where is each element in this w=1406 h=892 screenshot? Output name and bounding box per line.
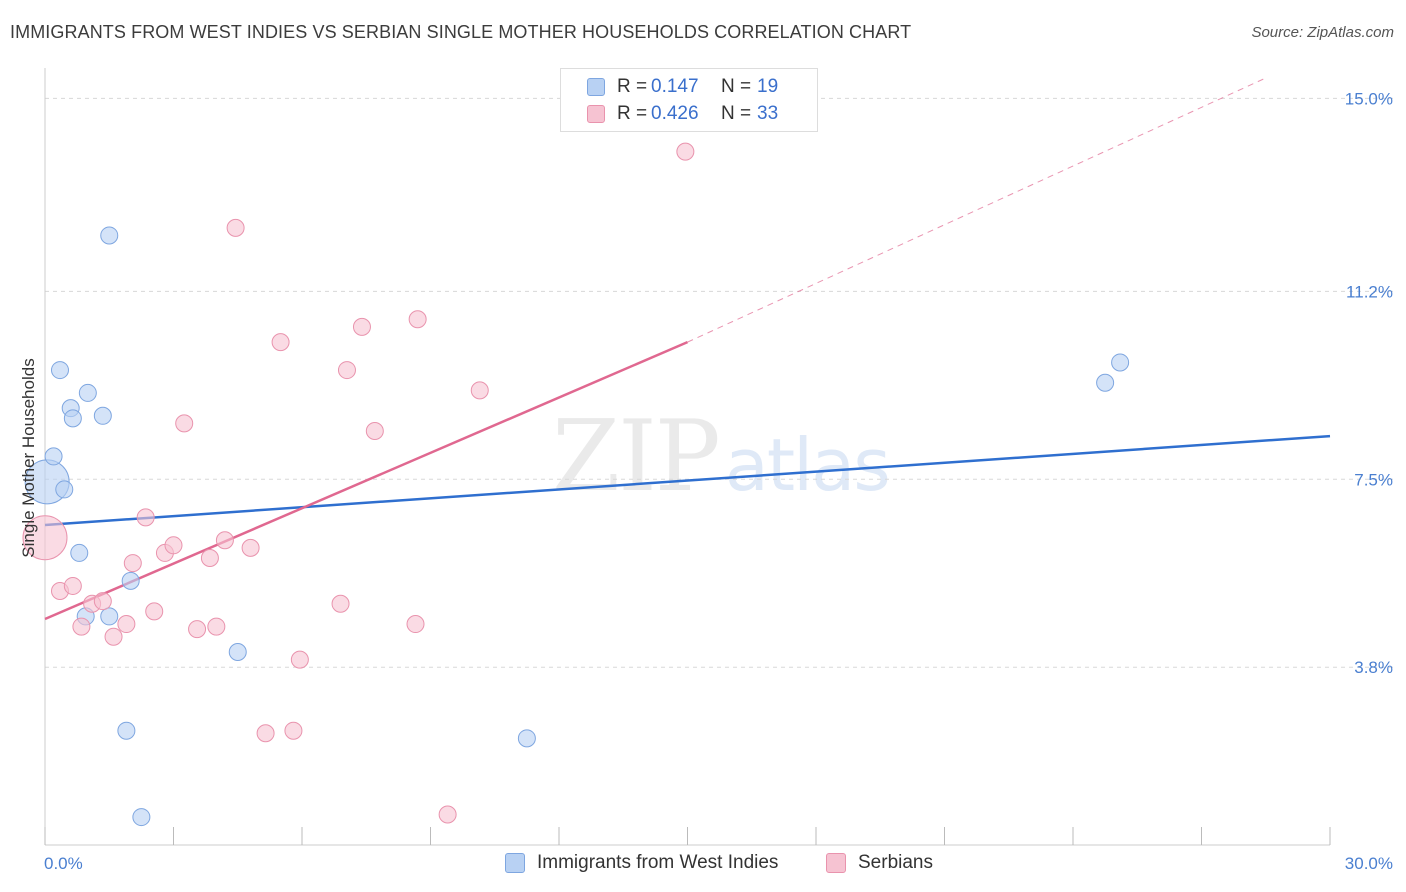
serbians-point — [72, 617, 91, 636]
serbians-point — [63, 576, 82, 595]
serbians-point — [175, 414, 194, 433]
watermark: ZIPatlas — [552, 400, 891, 514]
serbians-point — [215, 531, 234, 550]
west-indies-point — [70, 543, 89, 562]
west-indies-point — [100, 607, 119, 626]
legend-r-label: R = — [617, 76, 648, 97]
source-label: Source: ZipAtlas.com — [1251, 24, 1394, 41]
west-indies-point — [121, 571, 140, 590]
x-tick-label: 0.0% — [44, 854, 83, 873]
serbians-point — [284, 721, 303, 740]
legend-n-value: 33 — [757, 103, 779, 124]
serbians-point — [22, 515, 68, 561]
watermark-atlas: atlas — [724, 423, 891, 507]
serbians-point — [188, 620, 207, 639]
serbians-trend-line — [44, 340, 688, 621]
bottom-legend-label: Immigrants from West Indies — [537, 852, 779, 873]
y-tick-label: 3.8% — [1354, 658, 1393, 677]
serbians-point — [104, 627, 123, 646]
legend-r-value: 0.426 — [651, 103, 699, 124]
y-tick-label: 11.2% — [1346, 282, 1393, 301]
legend-row-serbians: R = 0.426 N = 33 — [587, 101, 778, 127]
west-indies-point — [50, 361, 69, 380]
gridlines — [45, 97, 1395, 668]
serbians-trend-extension — [687, 77, 1266, 343]
serbians-point — [117, 615, 136, 634]
bottom-legend-serbians: Serbians — [826, 852, 933, 874]
serbians-point — [226, 218, 245, 237]
serbians-point — [123, 554, 142, 573]
serbians-point — [207, 617, 226, 636]
watermark-zip: ZIP — [552, 400, 721, 514]
bottom-legend-swatch-blue — [505, 853, 525, 873]
legend-swatch-pink — [587, 105, 605, 123]
trend-lines — [44, 77, 1331, 621]
west-indies-point — [1111, 353, 1130, 372]
west-indies-point — [78, 383, 97, 402]
serbians-point — [438, 805, 457, 824]
west-indies-point — [55, 480, 74, 499]
serbians-point — [200, 549, 219, 568]
axes — [44, 68, 1331, 846]
legend-r-label: R = — [617, 103, 648, 124]
serbians-point — [676, 142, 695, 161]
serbians-point — [271, 333, 290, 352]
y-axis-label: Single Mother Households — [19, 358, 38, 557]
bottom-legend-label: Serbians — [858, 852, 933, 873]
west-indies-point — [228, 642, 247, 661]
west-indies-point — [44, 447, 63, 466]
x-tick-label: 30.0% — [1345, 854, 1393, 873]
serbians-point — [365, 422, 384, 441]
west-indies-point — [132, 808, 151, 827]
west-indies-point — [100, 226, 119, 245]
data-points — [22, 142, 1130, 827]
chart-title: IMMIGRANTS FROM WEST INDIES VS SERBIAN S… — [10, 22, 912, 42]
y-tick-label: 7.5% — [1354, 470, 1393, 489]
legend-r-value: 0.147 — [651, 76, 699, 97]
legend-row-west-indies: R = 0.147 N = 19 — [587, 74, 778, 100]
serbians-point — [337, 361, 356, 380]
west-indies-point — [93, 406, 112, 425]
west-indies-trend-line — [44, 434, 1331, 527]
serbians-point — [331, 594, 350, 613]
bottom-legend: Immigrants from West Indies Serbians — [0, 852, 1406, 876]
y-tick-label: 15.0% — [1345, 89, 1393, 108]
legend-n-value: 19 — [757, 76, 779, 97]
west-indies-point — [517, 729, 536, 748]
legend-n-label: N = — [721, 76, 752, 97]
legend-swatch-blue — [587, 78, 605, 96]
serbians-point — [136, 508, 155, 527]
serbians-point — [408, 310, 427, 329]
serbians-point — [93, 592, 112, 611]
serbians-point — [145, 602, 164, 621]
serbians-point — [290, 650, 309, 669]
serbians-point — [164, 536, 183, 555]
bottom-legend-west-indies: Immigrants from West Indies — [505, 852, 778, 874]
serbians-point — [470, 381, 489, 400]
legend-n-label: N = — [721, 103, 752, 124]
serbians-point — [406, 615, 425, 634]
axis-labels: 3.8% 7.5% 11.2% 15.0% 0.0% 30.0% Single Mother… — [19, 89, 1393, 873]
west-indies-point — [117, 721, 136, 740]
serbians-point — [352, 317, 371, 336]
serbians-point — [241, 538, 260, 557]
west-indies-point — [63, 409, 82, 428]
west-indies-point — [1096, 373, 1115, 392]
legend: R = 0.147 N = 19 R = 0.426 N = 33 — [560, 68, 818, 132]
serbians-point — [256, 724, 275, 743]
bottom-legend-swatch-pink — [826, 853, 846, 873]
